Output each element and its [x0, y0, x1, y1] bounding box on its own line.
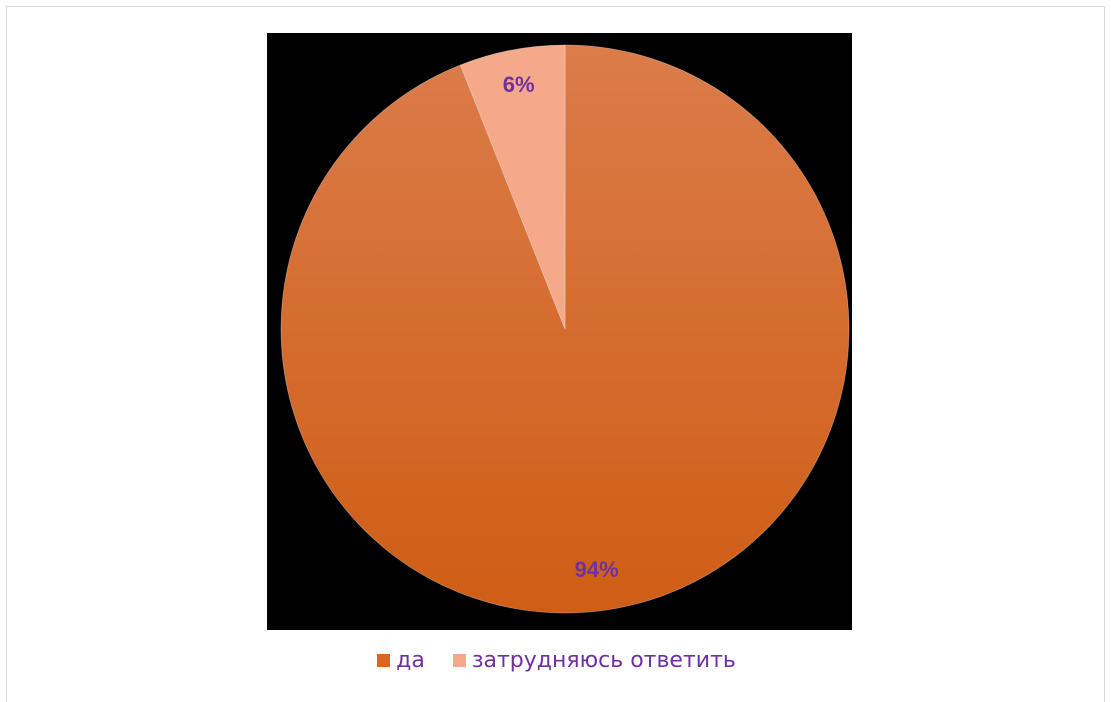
legend-swatch-1	[377, 654, 390, 667]
legend-swatch-2	[453, 654, 466, 667]
data-label-2: 6%	[503, 72, 535, 97]
chart-frame: 94% 6% да затрудняюсь ответить	[6, 6, 1105, 702]
data-label-1: 94%	[575, 557, 619, 582]
legend-label-1: да	[396, 648, 425, 673]
pie-chart: 94% 6%	[267, 33, 852, 630]
legend: да затрудняюсь ответить	[7, 648, 1106, 673]
legend-label-2: затрудняюсь ответить	[472, 648, 736, 673]
plot-area: 94% 6%	[267, 33, 852, 630]
legend-item-2: затрудняюсь ответить	[453, 648, 736, 673]
legend-item-1: да	[377, 648, 425, 673]
